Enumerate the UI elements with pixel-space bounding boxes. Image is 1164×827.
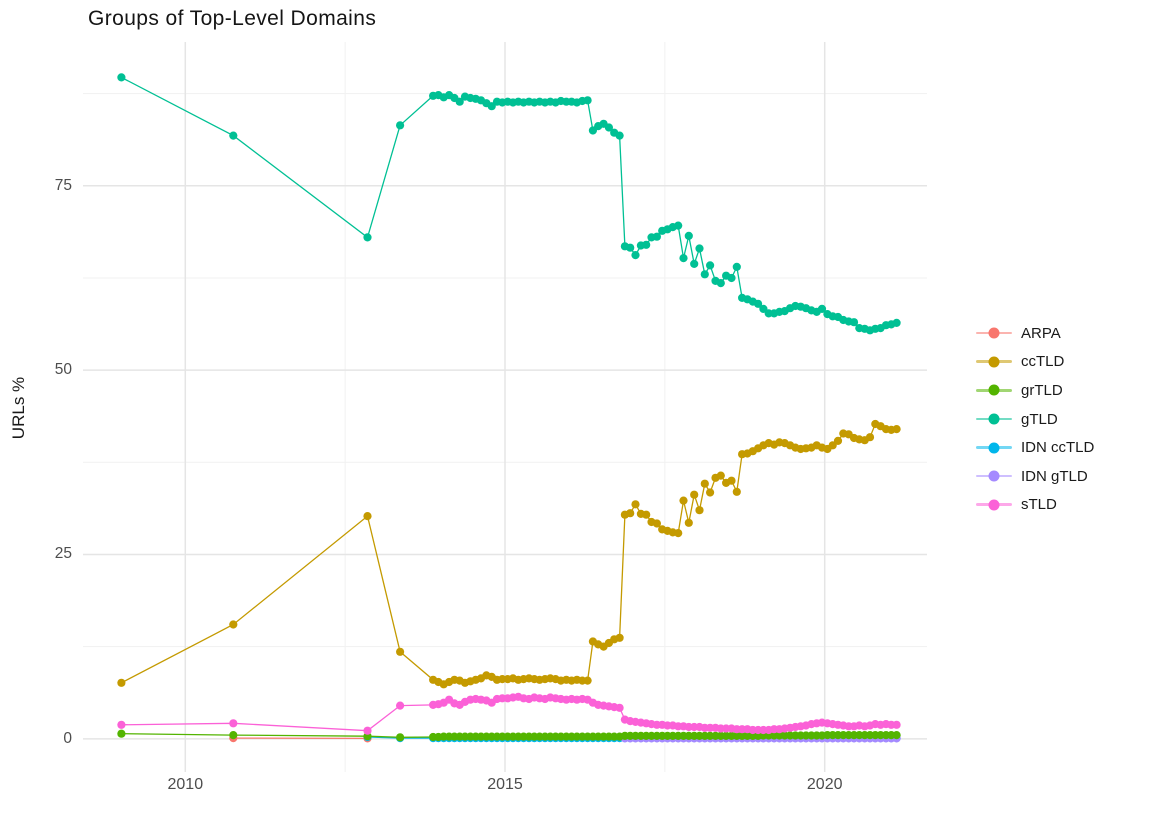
- legend-key-icon: [974, 355, 1014, 369]
- data-point: [583, 96, 592, 105]
- data-point: [229, 131, 238, 140]
- legend-key-icon: [974, 469, 1014, 483]
- series-line: [121, 76, 897, 331]
- data-point: [706, 261, 715, 270]
- data-point: [754, 299, 763, 308]
- data-point: [833, 436, 843, 445]
- data-point: [732, 262, 741, 271]
- data-point: [615, 131, 624, 140]
- data-point: [117, 720, 126, 729]
- legend-item-gtld: gTLD: [974, 405, 1094, 434]
- legend-label: ARPA: [1021, 324, 1061, 342]
- legend-label: ccTLD: [1021, 353, 1065, 371]
- y-tick-label-50: 50: [54, 361, 72, 379]
- data-point: [716, 471, 725, 480]
- data-point: [679, 254, 688, 263]
- data-point: [396, 733, 405, 742]
- data-point: [455, 97, 464, 106]
- data-point: [583, 676, 592, 685]
- series-gtld: [117, 73, 901, 335]
- data-point: [849, 318, 859, 327]
- legend-item-stld: sTLD: [974, 491, 1094, 520]
- data-point: [117, 73, 126, 82]
- legend-item-arpa: ARPA: [974, 319, 1094, 348]
- data-point: [396, 701, 405, 710]
- data-point: [626, 243, 635, 252]
- legend-item-grtld: grTLD: [974, 376, 1094, 405]
- data-point: [706, 488, 715, 497]
- series-grtld: [117, 729, 901, 742]
- data-point: [674, 221, 683, 230]
- data-point: [631, 500, 640, 509]
- y-tick-label-75: 75: [54, 176, 72, 194]
- legend-label: sTLD: [1021, 496, 1057, 514]
- x-tick-label-2010: 2010: [167, 776, 204, 793]
- data-point: [695, 244, 704, 253]
- data-point: [727, 273, 736, 283]
- data-point: [117, 729, 126, 738]
- data-point: [615, 703, 624, 712]
- data-point: [674, 529, 683, 538]
- data-point: [690, 490, 699, 499]
- data-point: [865, 433, 875, 442]
- data-point: [892, 318, 901, 327]
- legend-label: IDN ccTLD: [1021, 439, 1095, 457]
- data-point: [684, 231, 693, 240]
- data-point: [684, 518, 693, 527]
- data-point: [396, 647, 405, 656]
- data-point: [892, 720, 901, 729]
- legend-key-icon: [974, 326, 1014, 340]
- legend-label: IDN gTLD: [1021, 467, 1088, 485]
- data-point: [642, 240, 651, 249]
- legend-key-icon: [974, 441, 1014, 455]
- data-point: [892, 425, 901, 434]
- series-stld: [117, 692, 901, 735]
- data-point: [229, 731, 238, 740]
- data-point: [363, 726, 372, 735]
- legend: ARPA ccTLD grTLD gTLD IDN ccTLD IDN gTLD sTLD: [974, 319, 1094, 519]
- data-point: [363, 511, 372, 521]
- y-tick-label-25: 25: [54, 545, 72, 563]
- data-point: [727, 476, 736, 485]
- data-point: [631, 251, 640, 260]
- legend-item-idn-gtld: IDN gTLD: [974, 462, 1094, 491]
- data-point: [695, 506, 704, 515]
- data-point: [700, 270, 709, 279]
- legend-label: grTLD: [1021, 381, 1063, 399]
- legend-key-icon: [974, 412, 1014, 426]
- data-point: [396, 121, 405, 130]
- x-tick-label-2020: 2020: [806, 776, 843, 793]
- legend-item-idn-cctld: IDN ccTLD: [974, 433, 1094, 462]
- data-point: [229, 620, 238, 629]
- data-point: [716, 279, 725, 288]
- data-point: [615, 633, 624, 642]
- data-point: [117, 678, 126, 687]
- data-point: [229, 719, 238, 728]
- x-tick-label-2015: 2015: [487, 776, 523, 793]
- data-point: [700, 479, 709, 488]
- data-point: [892, 731, 901, 740]
- data-point: [690, 259, 699, 268]
- data-point: [642, 510, 651, 519]
- series-cctld: [117, 419, 901, 689]
- legend-item-cctld: ccTLD: [974, 348, 1094, 377]
- data-point: [679, 496, 688, 505]
- data-point: [604, 123, 614, 132]
- data-point: [626, 509, 635, 518]
- y-tick-label-0: 0: [63, 729, 72, 747]
- data-point: [363, 233, 372, 242]
- legend-label: gTLD: [1021, 410, 1058, 428]
- legend-key-icon: [974, 498, 1014, 512]
- data-point: [732, 487, 741, 496]
- data-point: [652, 519, 662, 528]
- data-point: [817, 304, 827, 313]
- chart-title: Groups of Top-Level Domains: [88, 7, 377, 30]
- data-point: [652, 232, 662, 241]
- legend-key-icon: [974, 383, 1014, 397]
